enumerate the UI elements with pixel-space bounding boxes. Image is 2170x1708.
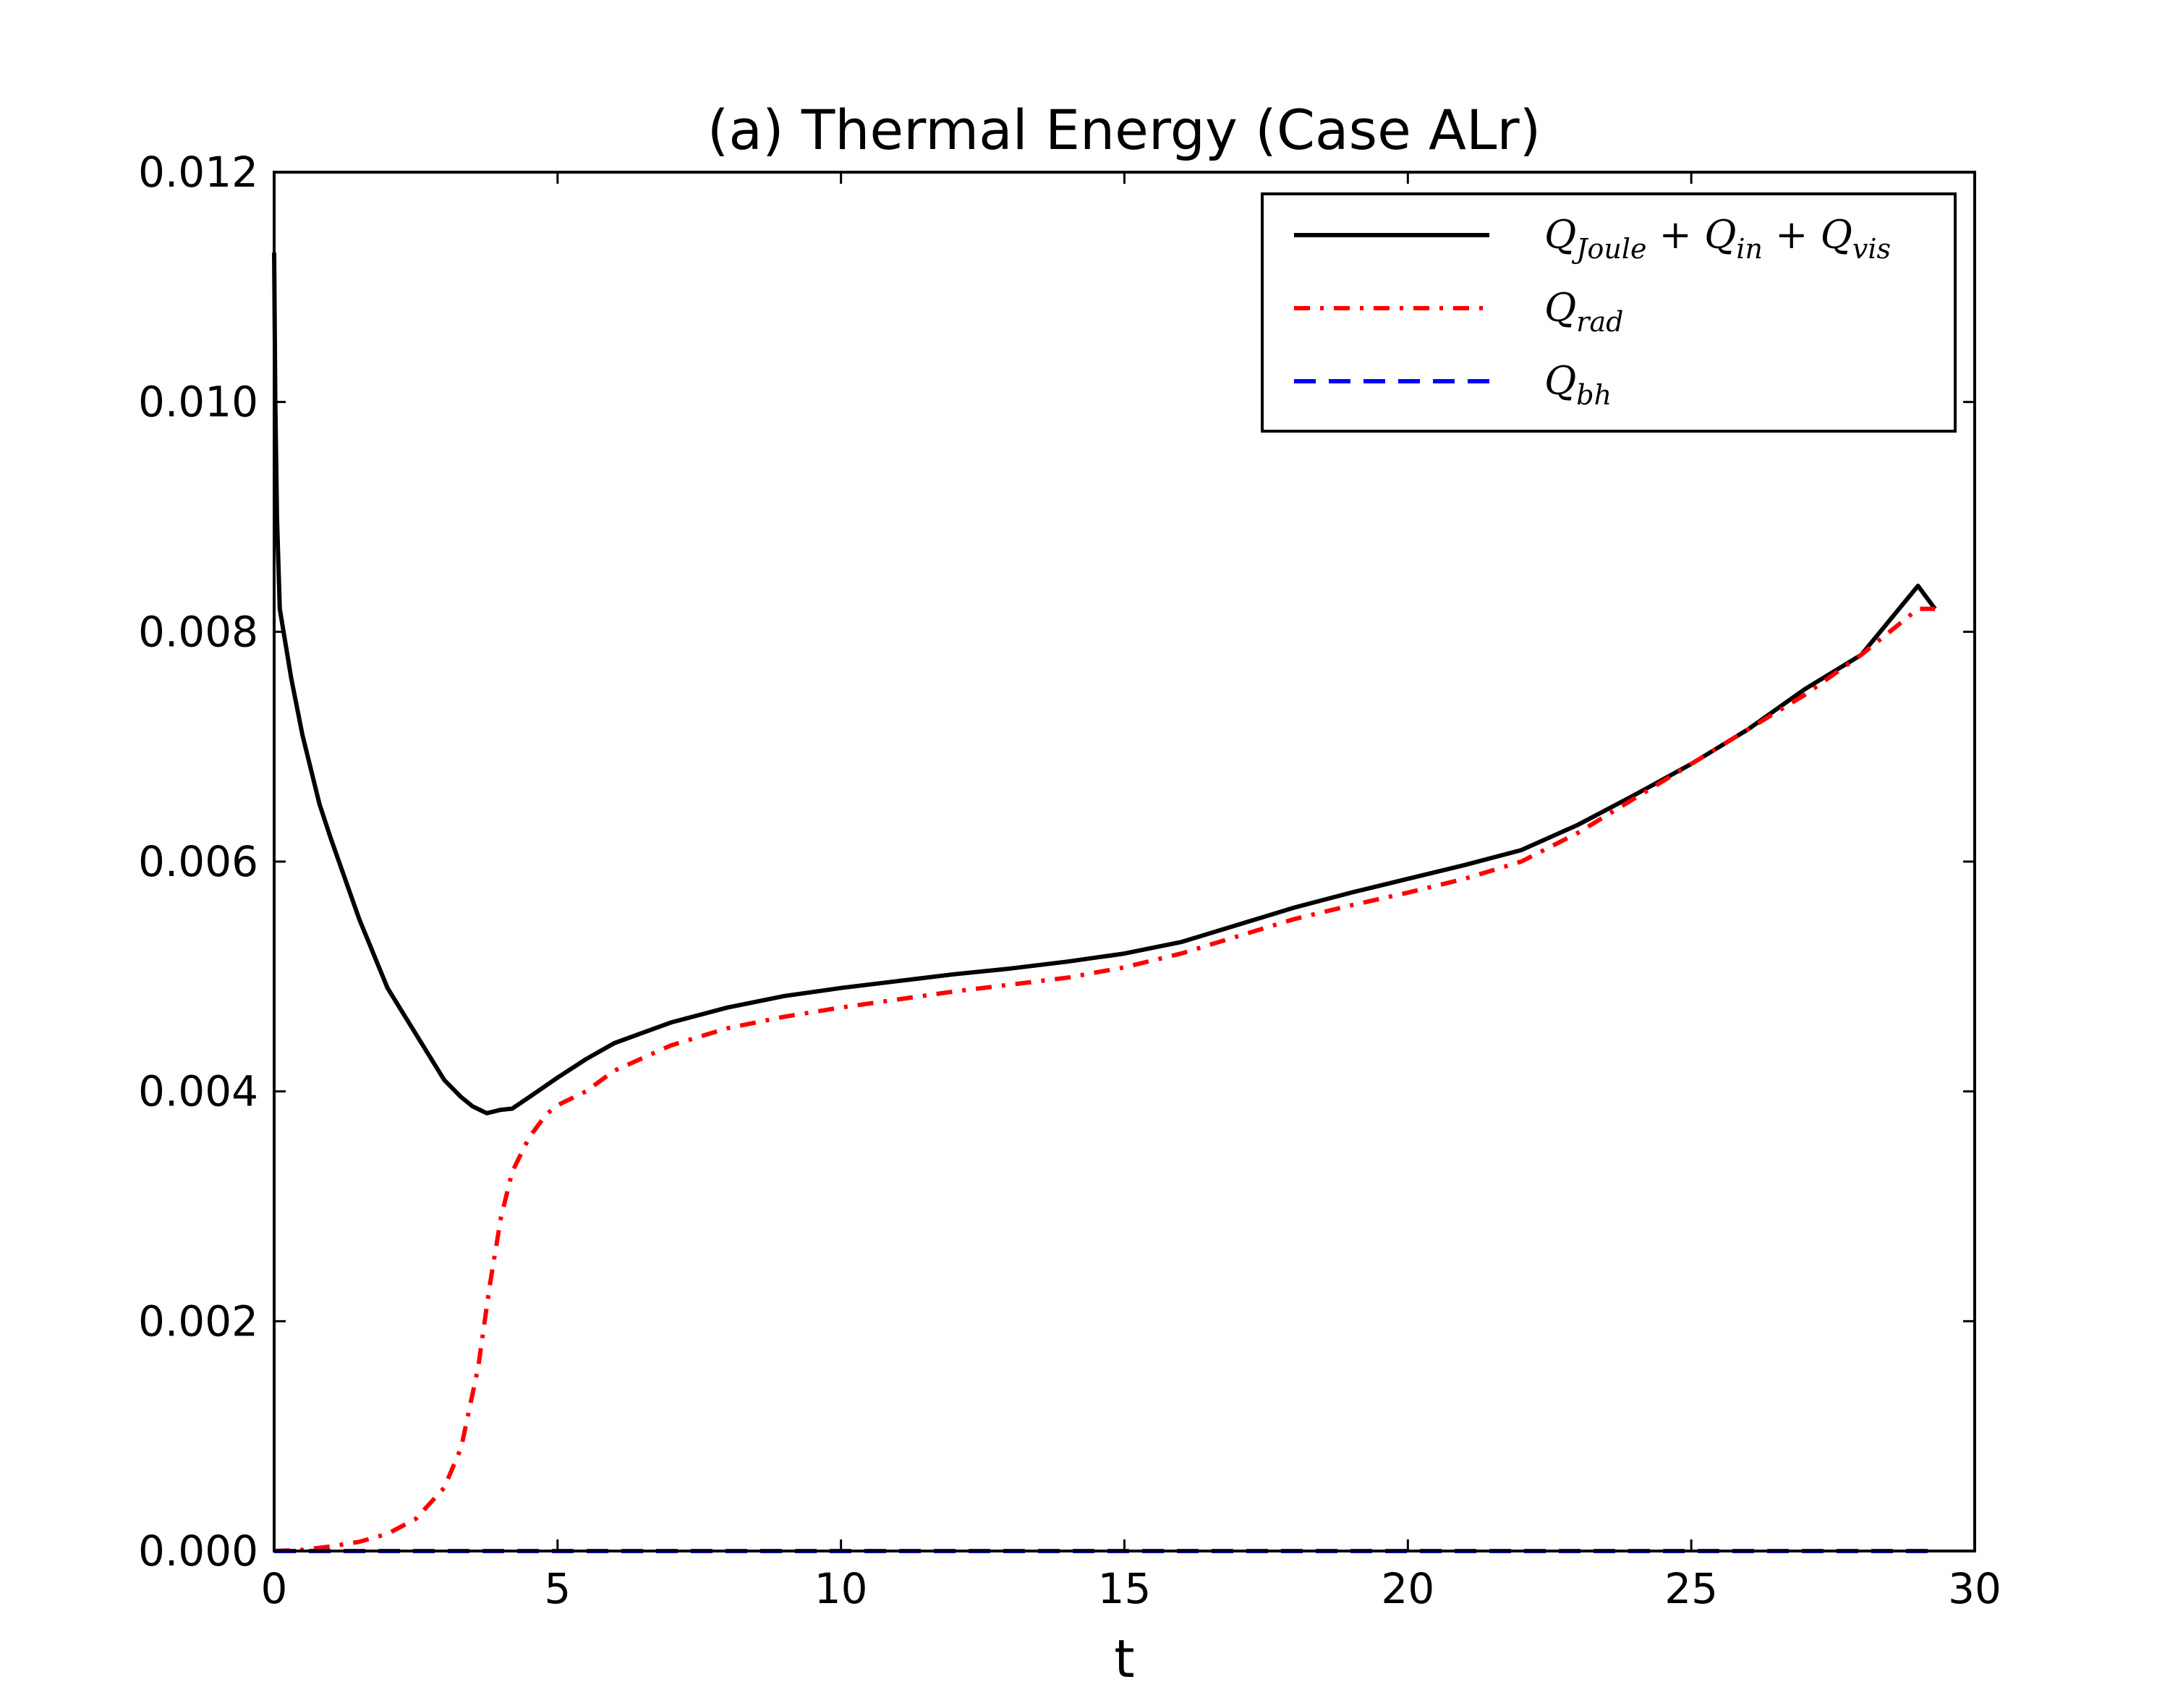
x-axis-label: t — [1114, 1628, 1134, 1689]
y-tick-label: 0.002 — [138, 1296, 258, 1346]
x-tick-label: 25 — [1664, 1564, 1718, 1613]
y-tick-label: 0.004 — [138, 1067, 258, 1116]
y-tick-label: 0.012 — [138, 148, 258, 197]
x-tick-label: 10 — [814, 1564, 868, 1613]
x-tick-label: 20 — [1381, 1564, 1434, 1613]
series-line-1 — [273, 606, 1936, 1553]
axis-ticks: 0 5 10 15 20 25 30 0.000 0.002 0.004 0.006 0.008 0.0… — [138, 148, 2001, 1613]
x-tick-label: 15 — [1098, 1564, 1152, 1613]
legend: QJoule + Qin + Qvis Qrad Qbh — [1261, 192, 1957, 433]
chart-title: (a) Thermal Energy (Case ALr) — [707, 98, 1541, 162]
series-line-0 — [272, 252, 1937, 1116]
y-tick-label: 0.006 — [138, 837, 258, 886]
x-tick-label: 30 — [1948, 1564, 2001, 1613]
legend-label-1: Qrad — [1544, 285, 1623, 338]
y-tick-label: 0.010 — [138, 378, 258, 427]
x-tick-label: 0 — [261, 1564, 288, 1613]
x-tick-label: 5 — [544, 1564, 571, 1613]
y-tick-label: 0.000 — [138, 1526, 258, 1576]
legend-label-0: QJoule + Qin + Qvis — [1544, 212, 1891, 265]
legend-label-2: Qbh — [1544, 358, 1612, 411]
y-tick-label: 0.008 — [138, 607, 258, 656]
